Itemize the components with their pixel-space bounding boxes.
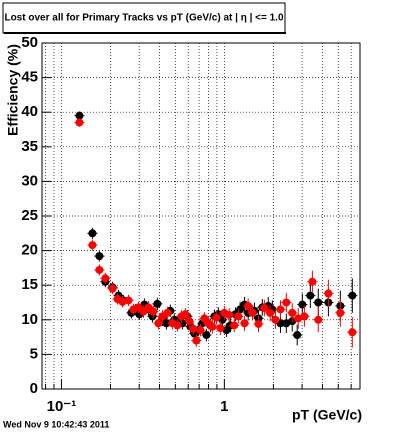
point [288,308,297,317]
y-tick-label: 20 [21,242,38,259]
point [124,296,133,305]
y-tick-label: 15 [21,276,38,293]
point [230,321,239,330]
plot-frame [41,42,361,390]
y-tick-label: 45 [21,69,38,86]
point [293,331,302,340]
point [149,307,158,316]
y-tick-label: 40 [21,103,38,120]
y-axis-label: Efficiency (%) [5,44,21,136]
point [88,229,97,238]
point [260,304,269,313]
chart-title: Lost over all for Primary Tracks vs pT (… [4,13,283,24]
point [108,284,117,293]
point [118,297,127,306]
point [282,298,291,307]
point [189,324,198,333]
point [88,241,97,250]
y-tick-label: 35 [21,138,38,155]
title-shadow [4,32,286,34]
point [202,331,211,340]
x-axis-label: pT (GeV/c) [292,407,362,423]
point [234,312,243,321]
point [95,265,104,274]
point [314,298,323,307]
y-tick-label: 10 [21,311,38,328]
point [271,315,280,324]
title-box [2,2,286,34]
y-tick-label: 5 [30,345,38,362]
point [348,328,357,337]
point [208,322,217,331]
point [153,299,162,308]
point [248,308,257,317]
point [185,317,194,326]
point [95,252,104,261]
point [75,118,84,127]
point [101,274,110,283]
point [314,315,323,324]
y-tick-label: 50 [21,34,38,51]
y-tick-label: 0 [30,380,38,397]
point [324,289,333,298]
point [216,324,225,333]
point [212,313,221,322]
point [266,308,275,317]
x-tick-label: 10⁻¹ [47,398,77,415]
point [254,319,263,328]
point [308,277,317,286]
point [173,321,182,330]
y-tick-label: 25 [21,207,38,224]
point [336,308,345,317]
point [306,291,315,300]
footer: Wed Nov 9 10:42:43 2011 [3,419,109,429]
point [162,319,171,328]
point [75,111,84,120]
point [163,308,172,317]
point [196,326,205,335]
point [154,319,163,328]
x-tick-label: 1 [220,398,228,415]
point [348,291,357,300]
point [244,301,253,310]
point [276,305,285,314]
point [225,310,234,319]
point [192,336,201,345]
point [181,310,190,319]
point [300,312,309,321]
point [298,300,307,309]
y-tick-label: 30 [21,172,38,189]
point [240,319,249,328]
